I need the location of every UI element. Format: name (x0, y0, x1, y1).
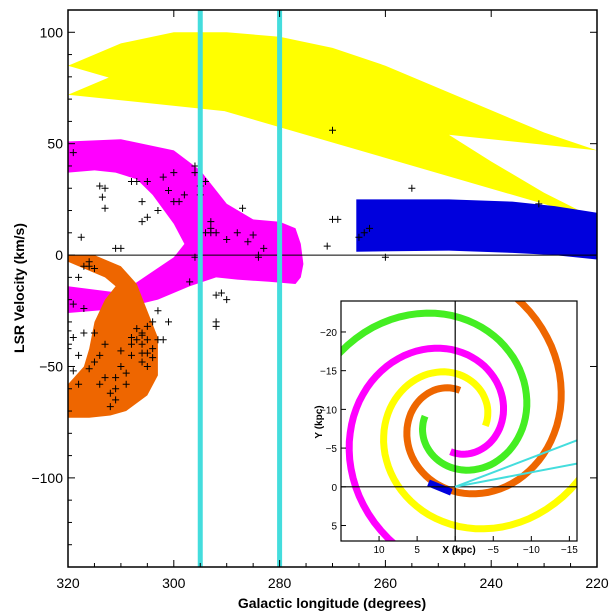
x-axis-title: Galactic longitude (degrees) (238, 595, 426, 611)
y-tick-label: −100 (31, 470, 63, 486)
band-blue (356, 199, 597, 259)
data-point (70, 334, 77, 341)
data-point (70, 367, 77, 374)
inset-y-tick-label: −15 (320, 367, 337, 378)
inset-y-axis-title: Y (kpc) (314, 405, 325, 438)
data-point (75, 274, 82, 281)
x-tick-label: 280 (268, 575, 292, 591)
x-tick-label: 220 (585, 575, 609, 591)
data-point (165, 318, 172, 325)
inset-y-tick-label: −20 (320, 328, 337, 339)
data-point (334, 216, 341, 223)
data-point (75, 352, 82, 359)
band-yellow (68, 32, 597, 219)
inset-x-axis-title: X (kpc) (442, 545, 475, 556)
y-tick-label: 50 (47, 136, 63, 152)
x-tick-label: 320 (56, 575, 80, 591)
inset-background (341, 301, 577, 541)
inset-y-tick-label: 0 (331, 483, 337, 494)
data-point (78, 234, 85, 241)
inset-y-tick-label: −5 (326, 444, 338, 455)
inset-x-tick-label: −5 (488, 545, 500, 556)
data-point (154, 307, 161, 314)
inset-x-tick-label: 5 (414, 545, 420, 556)
inset-x-tick-label: −10 (523, 545, 540, 556)
data-point (117, 245, 124, 252)
x-tick-label: 260 (374, 575, 398, 591)
y-tick-label: 0 (55, 247, 63, 263)
y-tick-label: −50 (39, 358, 63, 374)
x-tick-label: 240 (480, 575, 504, 591)
data-point (223, 296, 230, 303)
data-point (139, 218, 146, 225)
data-point (408, 185, 415, 192)
inset-x-tick-label: 10 (374, 545, 386, 556)
data-point (102, 205, 109, 212)
y-tick-label: 100 (40, 24, 64, 40)
data-point (144, 214, 151, 221)
inset-y-tick-label: 5 (331, 522, 337, 533)
data-point (139, 198, 146, 205)
band-magenta (68, 139, 303, 313)
data-point (324, 243, 331, 250)
data-point (154, 207, 161, 214)
y-axis-title: LSR Velocity (km/s) (11, 223, 27, 353)
data-point (213, 323, 220, 330)
inset-x-tick-label: −15 (561, 545, 578, 556)
data-point (80, 330, 87, 337)
x-tick-label: 300 (162, 575, 186, 591)
data-point (160, 336, 167, 343)
galaxy-map-inset: 10 5 0 −5 −10 −15 −20 −15 −10 −5 0 5 X (kpc) Y (kpc… (298, 261, 612, 580)
data-point (99, 194, 106, 201)
data-point (239, 205, 246, 212)
